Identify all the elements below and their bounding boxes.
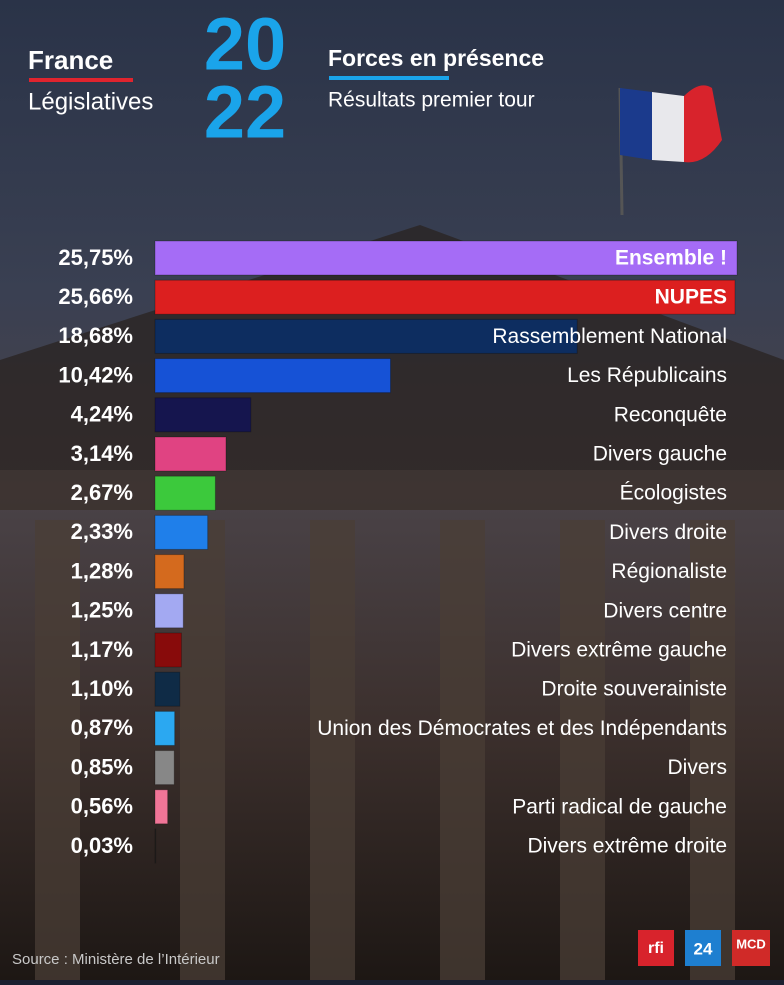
category-label: Divers extrême gauche <box>511 639 727 662</box>
category-label: Union des Démocrates et des Indépendants <box>317 717 727 740</box>
category-label: Écologistes <box>620 482 727 505</box>
logo-text: MCD <box>736 936 766 951</box>
title-underline <box>329 76 449 80</box>
category-label: Régionaliste <box>611 560 727 583</box>
source: Source : Ministère de l’Intérieur <box>12 951 220 968</box>
bar-chart: 25,75% Ensemble ! 25,66% NUPES 18,68% Rassemb… <box>58 240 738 864</box>
value-label: 18,68% <box>58 323 133 348</box>
bar <box>154 475 216 511</box>
bar <box>154 789 169 825</box>
bar <box>154 514 209 550</box>
year-line: 22 <box>204 71 286 154</box>
value-label: 4,24% <box>71 402 133 427</box>
value-label: 0,03% <box>71 833 133 858</box>
logo-france24 <box>685 930 721 966</box>
value-label: 25,75% <box>58 245 133 270</box>
bar <box>154 632 182 668</box>
brand-underline <box>29 78 133 82</box>
bar <box>154 436 227 472</box>
bar <box>154 750 175 786</box>
value-label: 2,67% <box>71 480 133 505</box>
category-label: Rassemblement National <box>492 325 727 348</box>
category-label: Droite souverainiste <box>541 678 727 701</box>
value-label: 0,87% <box>71 715 133 740</box>
chart-subtitle: Résultats premier tour <box>328 89 535 112</box>
category-label: Parti radical de gauche <box>512 795 727 818</box>
logos: rfi 24 MCD <box>638 930 770 966</box>
logo-rfi <box>638 930 674 966</box>
category-label: Les Républicains <box>567 364 727 387</box>
category-label: Divers droite <box>609 521 727 544</box>
value-label: 1,28% <box>71 558 133 583</box>
bar <box>154 240 738 276</box>
bar <box>154 710 176 746</box>
chart-title: Forces en présence <box>328 45 544 71</box>
value-label: 25,66% <box>58 284 133 309</box>
bar <box>154 318 578 354</box>
year-line: 20 <box>204 3 286 86</box>
logo-text: rfi <box>648 940 664 957</box>
bar <box>154 828 157 864</box>
category-label: NUPES <box>655 286 727 309</box>
bar <box>154 554 185 590</box>
bar <box>154 397 252 433</box>
value-label: 0,56% <box>71 794 133 819</box>
category-label: Ensemble ! <box>615 247 727 270</box>
value-label: 1,10% <box>71 676 133 701</box>
category-label: Divers extrême droite <box>527 835 727 858</box>
category-label: Divers centre <box>603 599 727 622</box>
bar <box>154 358 392 394</box>
brand-subtitle: Législatives <box>28 88 153 115</box>
logo-mcd <box>732 930 770 966</box>
flag <box>618 85 722 216</box>
value-label: 2,33% <box>71 519 133 544</box>
bar <box>154 593 184 629</box>
value-label: 1,17% <box>71 637 133 662</box>
bar <box>154 671 181 707</box>
category-label: Divers gauche <box>593 443 727 466</box>
logo-text: 24 <box>694 939 713 958</box>
bar <box>154 279 736 315</box>
brand: France <box>28 45 113 75</box>
value-label: 0,85% <box>71 754 133 779</box>
category-label: Reconquête <box>614 403 727 426</box>
category-label: Divers <box>667 756 727 779</box>
value-label: 3,14% <box>71 441 133 466</box>
value-label: 1,25% <box>71 598 133 623</box>
value-label: 10,42% <box>58 362 133 387</box>
